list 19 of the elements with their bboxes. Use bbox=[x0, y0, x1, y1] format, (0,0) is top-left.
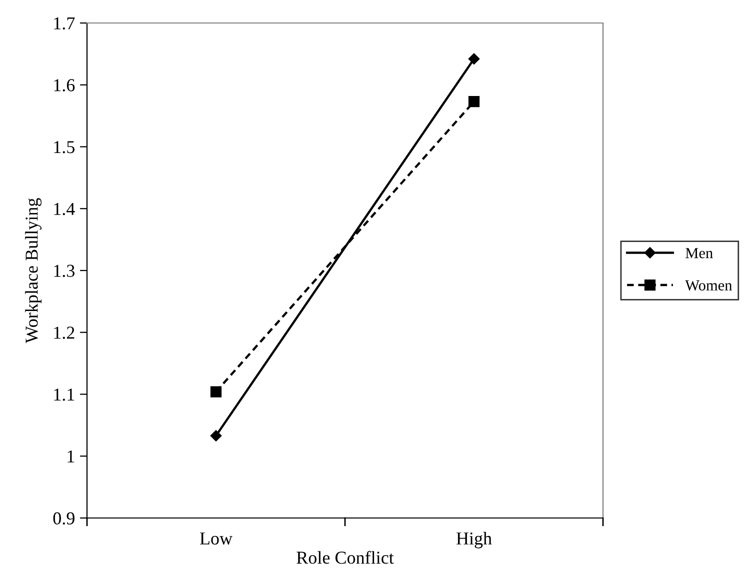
point bbox=[210, 430, 222, 442]
point bbox=[210, 386, 222, 398]
y-axis-title: Workplace Bullying bbox=[25, 198, 42, 344]
legend-label: Men bbox=[686, 248, 713, 258]
x-axis-title: Role Conflict bbox=[296, 550, 394, 564]
y-tick-label: 1.5 bbox=[54, 141, 74, 154]
point bbox=[468, 96, 480, 108]
y-tick-label: 0.9 bbox=[53, 512, 74, 525]
y-tick-label: 1.2 bbox=[54, 326, 74, 339]
x-tick-label: High bbox=[456, 532, 492, 548]
y-tick-label: 1.4 bbox=[54, 202, 75, 216]
legend-label: Women bbox=[685, 280, 732, 291]
y-tick-label: 1.1 bbox=[54, 388, 74, 401]
x-tick-label: Low bbox=[200, 532, 232, 545]
y-tick-label: 1 bbox=[68, 450, 74, 462]
y-tick-label: 1.3 bbox=[54, 264, 74, 278]
point bbox=[468, 53, 480, 64]
y-tick-label: 1.7 bbox=[54, 17, 75, 30]
y-tick-label: 1.6 bbox=[54, 79, 75, 92]
